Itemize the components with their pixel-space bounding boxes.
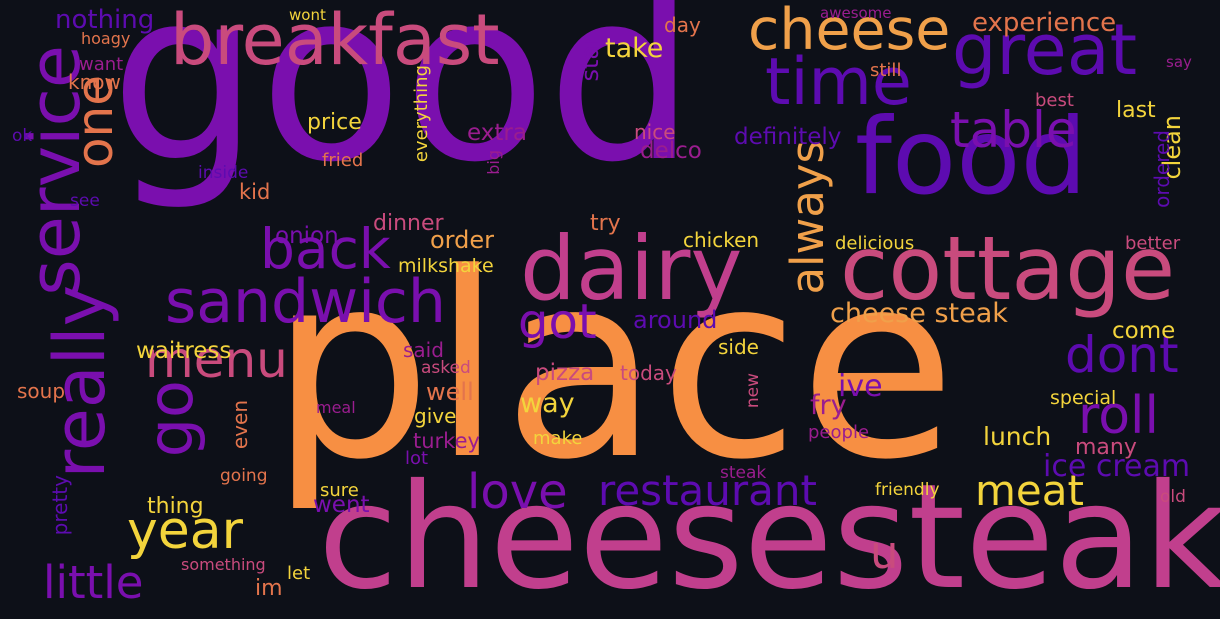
word-onion: onion: [275, 223, 339, 249]
word-delco: delco: [640, 138, 702, 164]
word-chicken: chicken: [683, 228, 760, 252]
word-lot: lot: [405, 448, 429, 469]
word-people: people: [808, 422, 870, 443]
word-better: better: [1125, 233, 1181, 254]
word-today: today: [620, 361, 677, 385]
word-ive: ive: [838, 369, 883, 404]
word-food: food: [855, 96, 1088, 218]
word-dont: dont: [1065, 326, 1179, 384]
word-take: take: [605, 33, 664, 64]
word-extra: extra: [467, 120, 527, 146]
word-thing: thing: [147, 494, 204, 519]
word-something: something: [181, 555, 266, 574]
word-ice-cream: ice cream: [1043, 449, 1191, 484]
word-come: come: [1112, 318, 1176, 344]
word-cheese: cheese: [748, 0, 951, 63]
word-side: side: [718, 335, 759, 359]
word-meat: meat: [975, 466, 1084, 515]
word-hoagy: hoagy: [81, 29, 131, 48]
word-turkey: turkey: [413, 429, 480, 453]
word-steak: steak: [720, 463, 767, 483]
word-know: know: [68, 70, 121, 94]
word-well: well: [426, 378, 474, 406]
word-new: new: [743, 373, 763, 409]
word-year: year: [127, 501, 244, 561]
word-nice: nice: [634, 120, 676, 144]
word-restaurant: restaurant: [598, 466, 817, 515]
word-went: went: [313, 492, 370, 518]
word-fried: fried: [322, 150, 364, 171]
word-definitely: definitely: [734, 124, 842, 150]
word-fry: fry: [810, 390, 847, 421]
word-friendly: friendly: [875, 480, 940, 500]
word-dairy: dairy: [520, 217, 743, 320]
word-try: try: [590, 211, 621, 236]
word-pretty: pretty: [48, 475, 72, 536]
word-experience: experience: [972, 8, 1117, 38]
word-great: great: [952, 9, 1138, 91]
word-let: let: [287, 563, 311, 584]
word-breakfast: breakfast: [170, 0, 500, 81]
word-dinner: dinner: [373, 211, 444, 236]
word-say: say: [1166, 53, 1192, 71]
word-nothing: nothing: [55, 5, 155, 35]
word-cottage: cottage: [840, 217, 1176, 320]
word-sure: sure: [320, 480, 359, 501]
word-roll: roll: [1078, 386, 1159, 446]
word-way: way: [520, 388, 575, 419]
word-go: go: [134, 380, 207, 458]
word-still: still: [870, 60, 902, 81]
word-cheese-steak: cheese steak: [830, 298, 1008, 329]
word-inside: inside: [198, 163, 249, 183]
word-love: love: [467, 464, 568, 520]
word-asked: asked: [421, 358, 471, 378]
word-day: day: [664, 13, 701, 37]
word-star: star: [576, 35, 604, 82]
word-u: u: [870, 526, 899, 579]
word-make: make: [533, 428, 583, 449]
word-kid: kid: [239, 180, 271, 204]
word-going: going: [220, 466, 268, 486]
word-time: time: [765, 45, 912, 120]
word-best: best: [1035, 90, 1074, 111]
word-milkshake: milkshake: [398, 255, 494, 277]
word-always: always: [781, 140, 834, 295]
word-menu: menu: [145, 331, 288, 389]
word-want: want: [79, 54, 124, 75]
word-meal: meal: [316, 398, 356, 417]
word-im: im: [255, 576, 283, 601]
word-got: got: [518, 294, 597, 350]
word-price: price: [307, 110, 362, 135]
word-lunch: lunch: [983, 422, 1052, 451]
word-everything: everything: [411, 65, 432, 163]
word-order: order: [430, 226, 494, 254]
word-back: back: [260, 217, 391, 281]
word-awesome: awesome: [820, 4, 892, 22]
word-special: special: [1050, 387, 1117, 409]
word-around: around: [633, 306, 718, 334]
word-soup: soup: [17, 379, 66, 403]
word-even: even: [228, 400, 252, 450]
word-wont: wont: [289, 6, 326, 24]
word-little: little: [43, 556, 144, 609]
word-delicious: delicious: [835, 233, 915, 254]
word-place: place: [270, 219, 957, 516]
word-good: good: [110, 0, 696, 214]
word-ordered: ordered: [1150, 130, 1174, 208]
word-give: give: [414, 404, 457, 428]
word-last: last: [1116, 98, 1156, 123]
word-cheesesteak: cheesesteak: [318, 453, 1220, 619]
word-see: see: [70, 191, 100, 211]
word-many: many: [1075, 435, 1137, 460]
word-pizza: pizza: [535, 360, 595, 386]
word-ok: ok: [12, 126, 33, 146]
word-waitress: waitress: [136, 338, 232, 364]
word-old: old: [1160, 487, 1186, 507]
word-sandwich: sandwich: [165, 267, 446, 337]
word-table: table: [950, 101, 1077, 159]
word-big: big: [484, 150, 503, 175]
word-said: said: [403, 338, 444, 362]
